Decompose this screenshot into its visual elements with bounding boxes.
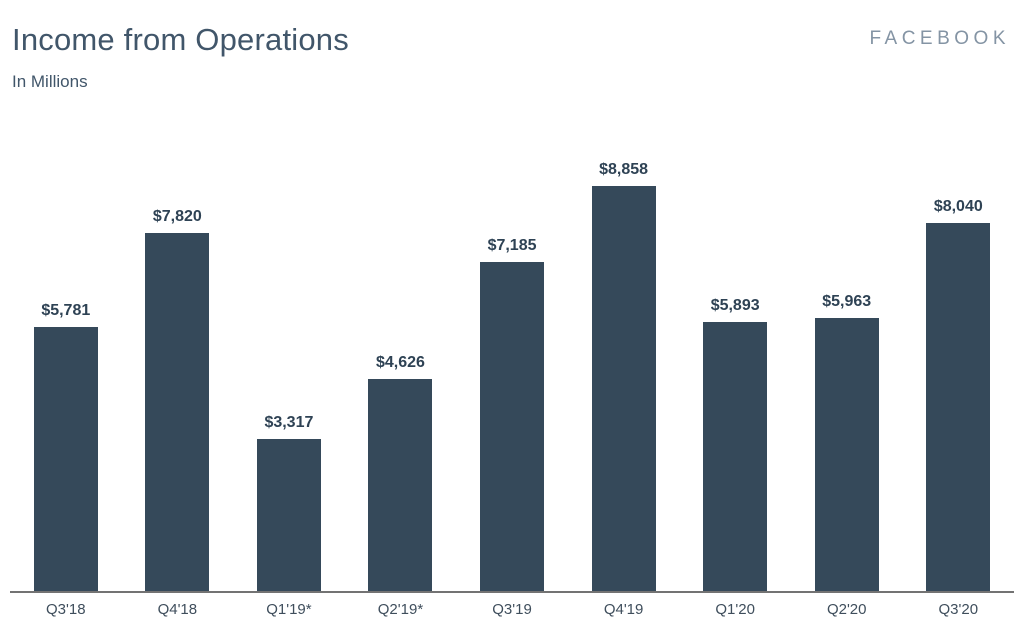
- x-tick-label: Q3'18: [46, 601, 86, 618]
- x-axis-line: [10, 591, 1014, 593]
- page-subtitle: In Millions: [12, 72, 88, 91]
- bar: [926, 223, 991, 591]
- bar-chart: $5,781 $7,820 $3,317 $4,626 $7,185 $8,858 $5,8…: [10, 154, 1014, 618]
- bar: [145, 233, 210, 591]
- bar-value-label: $7,820: [152, 208, 202, 225]
- bar-value-label: $7,185: [487, 237, 537, 254]
- bar-value-label: $8,040: [933, 198, 983, 215]
- bar-group: $7,820: [122, 154, 234, 591]
- x-tick-label: Q2'19*: [377, 601, 424, 618]
- bar-group: $3,317: [233, 154, 345, 591]
- title-block: Income from Operations In Millions: [12, 22, 349, 92]
- x-axis-labels: Q3'18 Q4'18 Q1'19* Q2'19* Q3'19 Q4'19 Q1'20 Q2'…: [10, 601, 1014, 618]
- bar-group: $4,626: [345, 154, 457, 591]
- bar: [591, 186, 656, 591]
- bar: [480, 262, 545, 591]
- bar: [33, 327, 98, 591]
- x-tick-label: Q3'19: [492, 601, 532, 618]
- x-tick-label: Q1'19*: [266, 601, 312, 618]
- x-tick-label: Q1'20: [715, 601, 755, 618]
- bar-value-label: $4,626: [376, 354, 425, 371]
- bar: [368, 379, 433, 591]
- bar-group: $8,040: [903, 154, 1015, 591]
- facebook-wordmark: FACEBOOK: [869, 28, 1010, 49]
- x-tick-label: Q4'18: [157, 601, 198, 618]
- bar: [703, 322, 768, 591]
- bar-value-label: $5,963: [822, 293, 872, 310]
- bar-group: $5,893: [679, 154, 791, 591]
- bar-group: $5,963: [791, 154, 903, 591]
- chart-header: Income from Operations In Millions FACEB…: [0, 0, 1024, 92]
- page-title: Income from Operations: [12, 22, 349, 57]
- bar: [814, 318, 879, 591]
- bar-group: $7,185: [456, 154, 568, 591]
- x-tick-label: Q2'20: [826, 601, 867, 618]
- bar-value-label: $5,781: [41, 302, 91, 319]
- bar-value-label: $8,858: [599, 161, 649, 178]
- bar-value-label: $5,893: [710, 297, 760, 314]
- bar: [256, 439, 321, 591]
- bar-group: $5,781: [10, 154, 122, 591]
- x-tick-label: Q3'20: [938, 601, 979, 618]
- x-tick-label: Q4'19: [603, 601, 644, 618]
- bars-area: $5,781 $7,820 $3,317 $4,626 $7,185 $8,858 $5,8…: [10, 154, 1014, 591]
- bar-group: $8,858: [568, 154, 680, 591]
- bar-value-label: $3,317: [264, 414, 314, 431]
